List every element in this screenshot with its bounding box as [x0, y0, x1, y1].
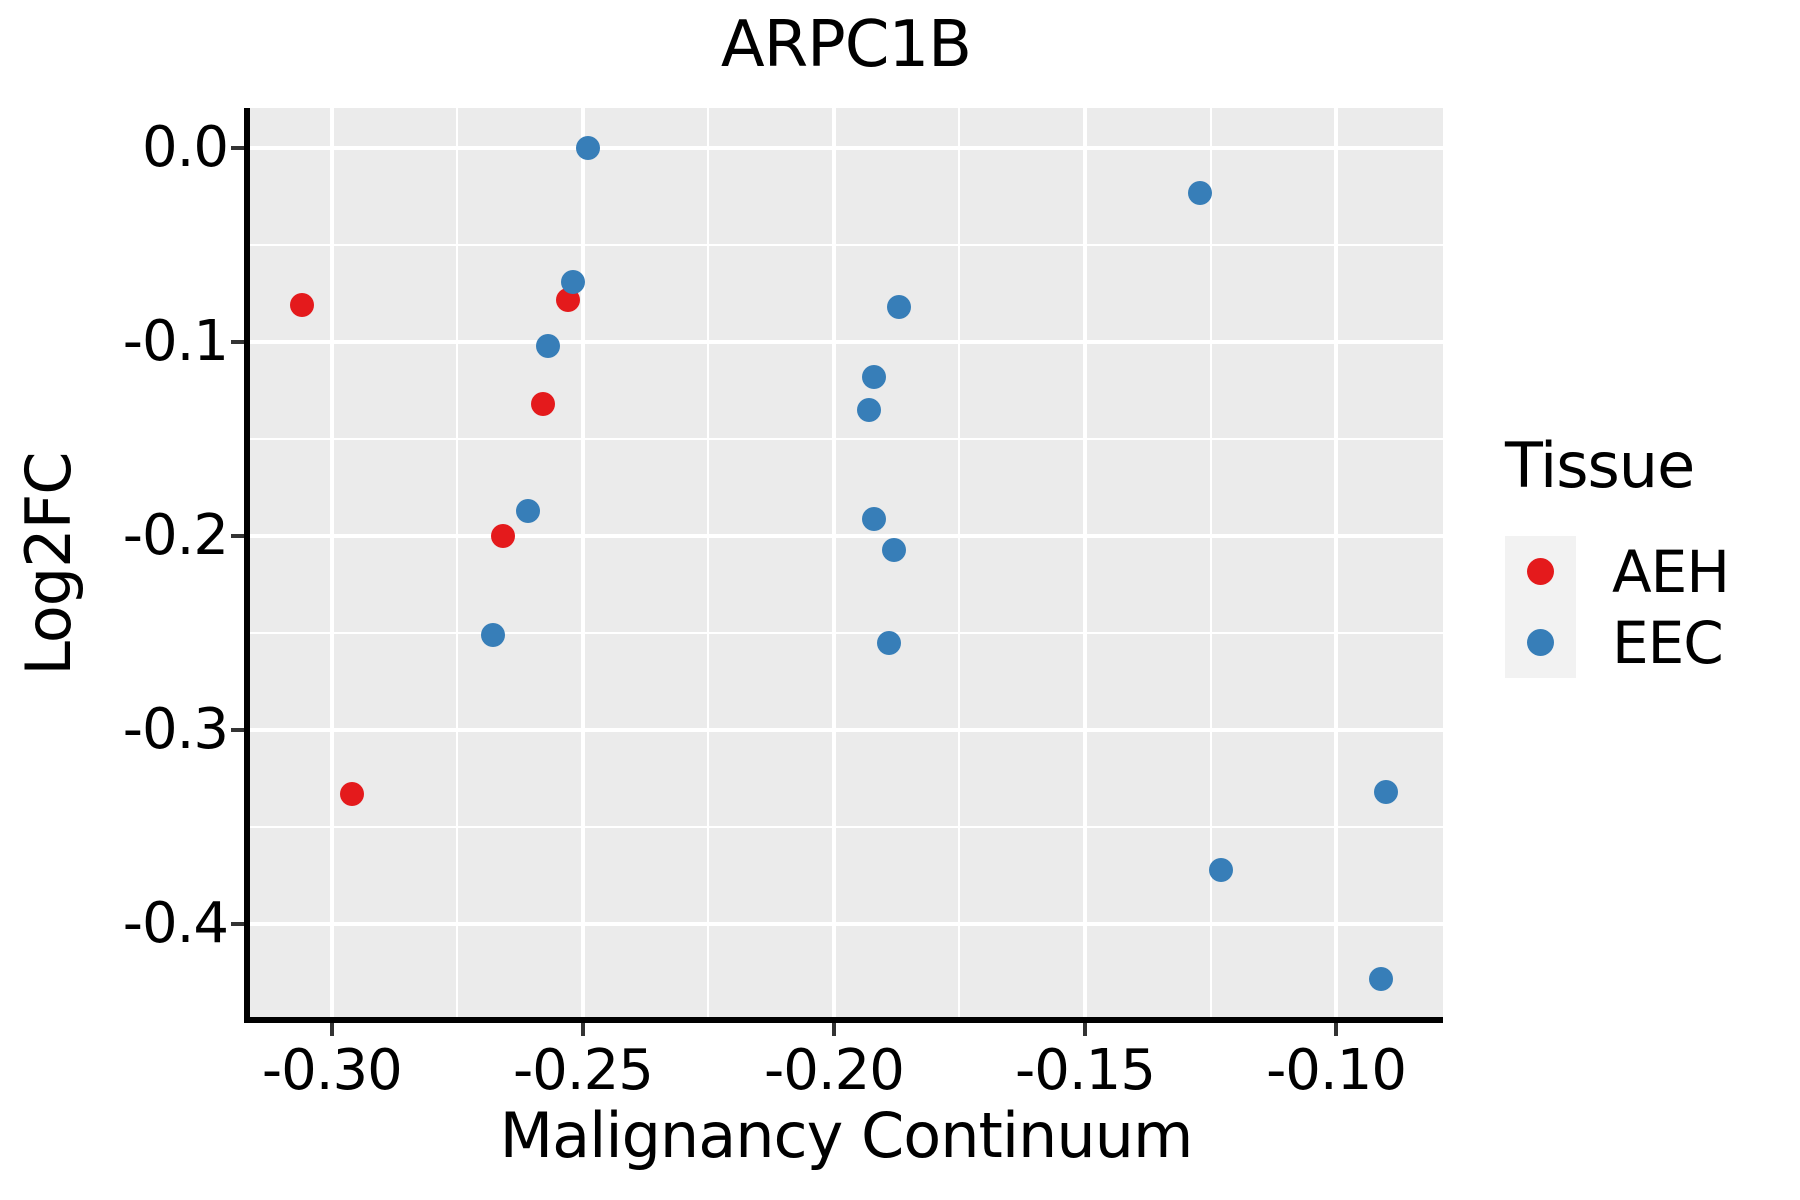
x-major-gridline: [831, 108, 836, 1020]
data-point-eec: [1208, 858, 1233, 883]
x-axis-title: Malignancy Continuum: [499, 1099, 1194, 1172]
x-tick-mark: [580, 1023, 585, 1036]
y-tick-label: -0.3: [122, 697, 229, 763]
y-tick-label: 0.0: [141, 115, 229, 181]
data-point-eec: [1188, 180, 1213, 205]
y-major-gridline: [249, 728, 1443, 733]
legend-key-box: [1505, 536, 1576, 608]
x-tick-label: -0.10: [1266, 1038, 1407, 1103]
x-minor-gridline: [707, 108, 710, 1020]
y-major-gridline: [249, 340, 1443, 345]
eec-marker-icon: [1527, 629, 1554, 657]
y-axis-line: [244, 108, 250, 1023]
y-tick-label: -0.4: [122, 891, 229, 957]
data-point-eec: [887, 295, 912, 320]
data-point-aeh: [339, 782, 364, 807]
x-tick-mark: [1334, 1023, 1339, 1036]
y-minor-gridline: [249, 244, 1443, 247]
y-minor-gridline: [249, 438, 1443, 441]
data-point-eec: [862, 506, 887, 531]
data-point-aeh: [490, 524, 515, 549]
x-axis-line: [244, 1017, 1443, 1023]
x-major-gridline: [329, 108, 334, 1020]
data-point-eec: [882, 537, 907, 562]
data-point-eec: [515, 499, 540, 524]
x-tick-mark: [1083, 1023, 1087, 1036]
y-tick-mark: [231, 340, 244, 345]
data-point-eec: [1374, 780, 1399, 805]
x-major-gridline: [580, 108, 585, 1020]
data-point-eec: [877, 631, 902, 656]
x-minor-gridline: [1209, 108, 1212, 1020]
y-tick-label: -0.2: [122, 503, 229, 569]
data-point-aeh: [289, 293, 314, 318]
chart-title: ARPC1B: [720, 8, 972, 82]
legend-label-eec: EEC: [1612, 608, 1724, 677]
data-point-eec: [535, 334, 560, 359]
x-minor-gridline: [456, 108, 459, 1020]
x-tick-label: -0.30: [261, 1038, 403, 1103]
y-minor-gridline: [249, 632, 1443, 635]
legend: Tissue AEH EEC: [1505, 429, 1730, 679]
y-major-gridline: [249, 146, 1443, 151]
x-tick-label: -0.15: [1015, 1038, 1156, 1103]
data-point-eec: [857, 398, 882, 423]
x-tick-label: -0.20: [763, 1038, 905, 1103]
y-minor-gridline: [249, 826, 1443, 829]
y-major-gridline: [249, 534, 1443, 539]
data-point-eec: [862, 365, 887, 390]
y-tick-mark: [231, 922, 244, 927]
legend-entry-aeh: AEH: [1505, 536, 1730, 608]
legend-label-aeh: AEH: [1612, 537, 1730, 606]
data-point-eec: [575, 136, 600, 161]
data-point-aeh: [530, 392, 555, 417]
y-tick-mark: [231, 534, 244, 539]
legend-key-box: [1505, 607, 1576, 679]
y-major-gridline: [249, 922, 1443, 927]
x-tick-label: -0.25: [512, 1038, 654, 1103]
aeh-marker-icon: [1527, 558, 1554, 586]
legend-entry-eec: EEC: [1505, 607, 1729, 679]
x-minor-gridline: [958, 108, 961, 1020]
plot-panel: [249, 108, 1443, 1020]
x-tick-mark: [831, 1023, 836, 1036]
y-tick-label: -0.1: [122, 309, 229, 375]
data-point-eec: [560, 270, 585, 295]
legend-title: Tissue: [1505, 429, 1695, 502]
data-point-eec: [1369, 966, 1394, 991]
y-tick-mark: [231, 146, 244, 151]
data-point-eec: [480, 623, 505, 648]
y-tick-mark: [231, 728, 244, 733]
x-tick-mark: [329, 1023, 334, 1036]
x-major-gridline: [1334, 108, 1339, 1020]
y-axis-title: Log2FC: [12, 452, 85, 676]
x-major-gridline: [1083, 108, 1087, 1020]
